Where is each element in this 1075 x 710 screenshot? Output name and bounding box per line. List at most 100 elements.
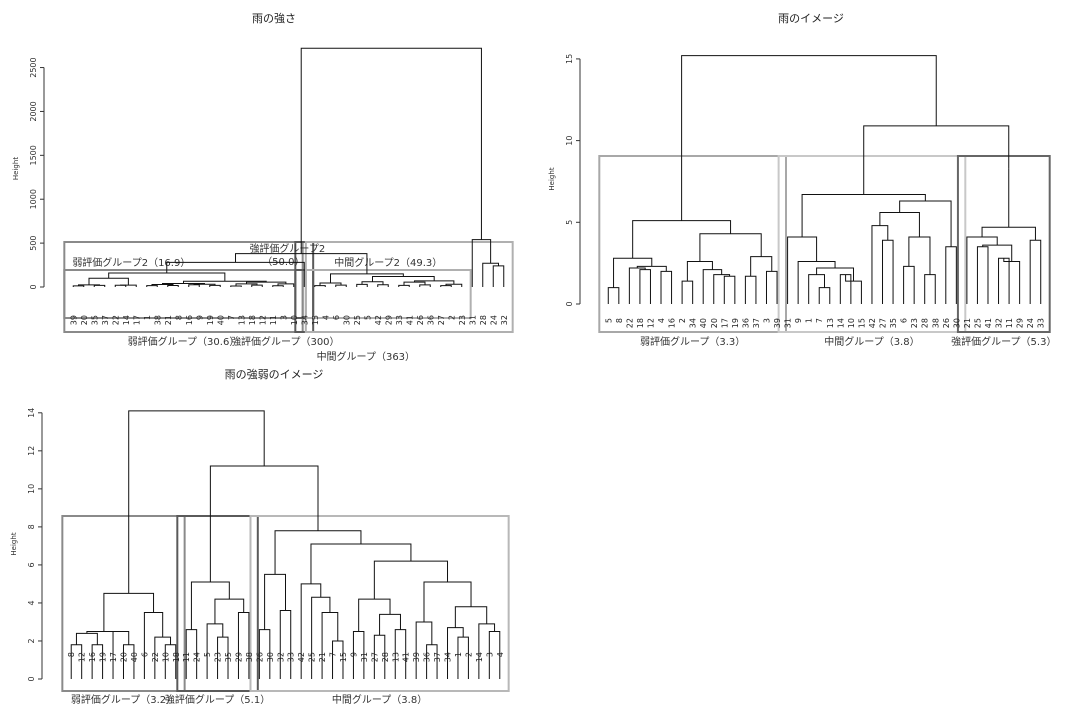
- leaf-label: 40: [699, 318, 708, 328]
- leaf-label: 17: [109, 652, 118, 662]
- leaf-label: 24: [193, 652, 202, 662]
- dendrogram-link: [190, 581, 230, 630]
- y-tick-label: 0: [565, 301, 574, 306]
- leaf-label: 1: [454, 652, 463, 657]
- leaf-label: 31: [784, 318, 793, 328]
- leaf-label: 2: [447, 315, 456, 320]
- leaf-label: 12: [78, 652, 87, 662]
- leaf-label: 4: [496, 652, 505, 657]
- leaf-label: 21: [318, 652, 327, 662]
- dendrogram-link: [1003, 258, 1021, 304]
- leaf-label: 14: [475, 652, 484, 662]
- leaf-label: 31: [360, 652, 369, 662]
- subgroup-box: [63, 269, 304, 319]
- leaf-label: 41: [984, 318, 993, 328]
- dendrogram-link: [300, 47, 482, 254]
- dendrogram-link: [146, 285, 158, 287]
- leaf-label: 33: [1037, 318, 1046, 328]
- y-tick-label: 2000: [29, 101, 38, 121]
- leaf-label: 18: [248, 315, 257, 325]
- y-tick-label: 12: [27, 446, 36, 456]
- leaf-label: 20: [80, 315, 89, 325]
- dendrogram-link: [120, 284, 137, 287]
- leaf-label: 4: [321, 315, 330, 320]
- leaf-label: 7: [329, 652, 338, 657]
- leaf-label: 42: [374, 315, 383, 325]
- leaf-label: 11: [1005, 318, 1014, 328]
- y-tick-label: 10: [565, 136, 574, 146]
- leaf-label: 42: [297, 652, 306, 662]
- leaf-label: 33: [395, 315, 404, 325]
- y-tick-label: 10: [27, 484, 36, 494]
- leaf-label: 10: [847, 318, 856, 328]
- group-label: 中間グループ（363）: [317, 350, 416, 363]
- leaf-label: 41: [402, 652, 411, 662]
- leaf-label: 23: [214, 652, 223, 662]
- y-tick-label: 1000: [29, 189, 38, 209]
- dendrogram-panel: 雨の強さ 0 500 1000 1500 2000 2500 Height 弱評価グループ2（1…: [12, 12, 514, 363]
- dendrogram-link: [808, 274, 825, 304]
- leaf-label: 15: [339, 652, 348, 662]
- dendrogram-link: [423, 581, 472, 622]
- leaf-label: 17: [132, 315, 141, 325]
- group-label: 弱評価グループ（3.2）: [71, 693, 176, 706]
- dendrogram-link: [108, 272, 226, 282]
- subgroup-label: 中間グループ2（49.3）: [334, 256, 442, 269]
- leaf-label: 41: [405, 315, 414, 325]
- chart-title: 雨の強弱のイメージ: [225, 368, 324, 381]
- leaf-label: 34: [444, 652, 453, 662]
- dendrogram-link: [237, 611, 250, 679]
- dendrogram-link: [1029, 239, 1042, 304]
- leaf-label: 8: [615, 318, 624, 323]
- dendrogram-link: [321, 611, 339, 679]
- leaf-label: 25: [973, 318, 982, 328]
- subgroup-label: 弱評価グループ2（16.9）: [72, 256, 190, 269]
- y-tick-label: 1500: [29, 145, 38, 165]
- dendrogram-link: [93, 284, 106, 287]
- leaf-label: 32: [500, 315, 509, 325]
- y-tick-label: 6: [27, 562, 36, 567]
- leaf-label: 5: [604, 318, 613, 323]
- leaf-label: 42: [868, 318, 877, 328]
- dendrogram-link: [279, 610, 292, 679]
- dendrogram-link: [314, 285, 326, 287]
- leaf-label: 37: [752, 318, 761, 328]
- dendrogram-link: [899, 200, 952, 247]
- group-label: 強評価グループ（300）: [231, 335, 340, 348]
- dendrogram-link: [723, 275, 736, 304]
- dendrogram-link: [636, 265, 667, 272]
- y-tick-label: 8: [27, 524, 36, 529]
- leaf-label: 37: [101, 315, 110, 325]
- dendrogram-link: [377, 284, 389, 287]
- leaf-label: 40: [130, 652, 139, 662]
- leaf-label: 40: [216, 315, 225, 325]
- dendrogram-link: [274, 530, 362, 575]
- leaf-label: 7: [815, 318, 824, 323]
- dendrogram-link: [908, 236, 931, 275]
- y-tick-label: 0: [29, 284, 38, 289]
- dendrogram-link: [863, 125, 1010, 195]
- leaf-label: 8: [174, 315, 183, 320]
- leaf-label: 6: [140, 652, 149, 657]
- dendrogram-link: [681, 55, 937, 221]
- group-box: [249, 515, 510, 692]
- leaf-label: 3: [485, 652, 494, 657]
- dendrogram-link: [998, 257, 1010, 304]
- dendrogram-link: [981, 226, 1036, 241]
- group-box: [598, 155, 788, 333]
- leaf-label: 22: [151, 652, 160, 662]
- leaf-label: 26: [255, 652, 264, 662]
- dendrogram-link: [75, 632, 98, 645]
- y-tick-label: 2: [27, 638, 36, 643]
- dendrogram-link: [454, 606, 488, 628]
- group-box: [777, 155, 967, 333]
- dendrogram-link: [787, 236, 818, 304]
- leaf-label: 34: [300, 315, 309, 325]
- y-tick-label: 2500: [29, 57, 38, 77]
- dendrogram-link: [903, 265, 915, 304]
- leaf-label: 27: [437, 315, 446, 325]
- leaf-label: 38: [931, 318, 940, 328]
- dendrogram-link: [607, 287, 620, 304]
- leaf-label: 29: [1016, 318, 1025, 328]
- dendrogram-link: [818, 287, 831, 304]
